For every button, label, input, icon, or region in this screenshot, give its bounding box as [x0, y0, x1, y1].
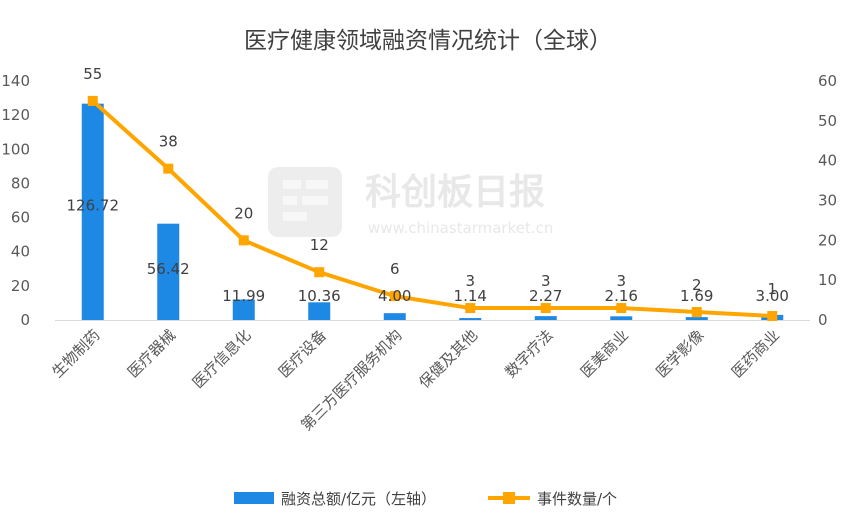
category-label: 保健及其他 [415, 326, 481, 392]
y-left-tick-label: 40 [11, 243, 30, 261]
bar-value-label: 2.16 [605, 287, 638, 305]
bar-value-label: 2.27 [529, 287, 562, 305]
line-value-label: 12 [310, 236, 329, 254]
bar [534, 316, 557, 320]
bar-value-label: 1.69 [680, 287, 713, 305]
line-marker [465, 303, 476, 314]
y-right-tick-label: 30 [818, 192, 837, 210]
y-right-tick-label: 40 [818, 152, 837, 170]
category-label: 数字疗法 [501, 326, 556, 381]
bar [157, 223, 180, 320]
y-left-tick-label: 20 [11, 277, 30, 295]
line-value-label: 55 [83, 65, 102, 83]
line-series [87, 95, 778, 322]
y-right-tick-label: 0 [818, 311, 828, 329]
watermark-text: 科创板日报 [365, 172, 545, 213]
bar-value-label: 126.72 [67, 196, 120, 214]
chart-title: 医疗健康领域融资情况统计（全球） [244, 28, 612, 54]
bar [308, 302, 331, 320]
y-left-tick-label: 100 [1, 140, 30, 158]
line-marker [238, 235, 249, 246]
watermark: 科创板日报 www.chinastarmarket.cn [268, 167, 553, 237]
line-value-label: 6 [390, 260, 400, 278]
line-marker [163, 163, 174, 174]
y-right-tick-label: 50 [818, 112, 837, 130]
category-label: 生物制药 [48, 326, 103, 381]
y-right-tick-label: 60 [818, 72, 837, 90]
bar [459, 318, 482, 320]
line-marker [87, 95, 98, 106]
bar-value-label: 11.99 [222, 287, 265, 305]
bar-value-label: 1.14 [454, 287, 487, 305]
bar-value-label: 56.42 [147, 260, 190, 278]
line-marker [616, 303, 627, 314]
category-label: 医学影像 [652, 326, 707, 381]
bar [383, 313, 406, 320]
line-value-label: 3 [616, 272, 626, 290]
y-left-tick-label: 0 [20, 311, 30, 329]
legend: 融资总额/亿元（左轴） 事件数量/个 [234, 490, 617, 508]
line-labels: 55 38 20 12 6 3 3 3 2 1 [83, 65, 777, 298]
line-marker [540, 303, 551, 314]
category-label: 医疗器械 [124, 326, 179, 381]
line-value-label: 2 [692, 276, 702, 294]
legend-line-label: 事件数量/个 [537, 490, 617, 508]
line-value-label: 1 [767, 280, 777, 298]
watermark-url: www.chinastarmarket.cn [368, 219, 553, 237]
bar [232, 299, 255, 320]
bar [610, 316, 633, 320]
bar [81, 103, 104, 320]
y-right-tick-label: 10 [818, 271, 837, 289]
right-axis: 0 10 20 30 40 50 60 [818, 72, 837, 329]
y-left-tick-label: 140 [1, 72, 30, 90]
y-left-tick-label: 80 [11, 174, 30, 192]
bar-value-label: 3.00 [756, 287, 789, 305]
line-value-label: 20 [234, 204, 253, 222]
line-value-label: 38 [159, 133, 178, 151]
y-right-tick-label: 20 [818, 231, 837, 249]
category-label: 医美商业 [577, 326, 632, 381]
category-label: 医药商业 [728, 326, 783, 381]
left-axis: 0 20 40 60 80 100 120 140 [1, 72, 30, 329]
legend-line-marker [503, 492, 515, 504]
bar-value-label: 10.36 [298, 287, 341, 305]
bar [685, 317, 708, 320]
line-marker [767, 311, 778, 322]
category-label: 医疗信息化 [189, 326, 255, 392]
bar-value-label: 4.00 [378, 287, 411, 305]
category-labels: 生物制药 医疗器械 医疗信息化 医疗设备第三方医疗服务机构 保健及其他 数字疗法 医美商业医… [48, 326, 783, 434]
category-label: 医疗设备 [275, 326, 330, 381]
legend-bar-swatch [234, 492, 274, 504]
line-value-label: 3 [541, 272, 551, 290]
line-marker [691, 307, 702, 318]
legend-bar-label: 融资总额/亿元（左轴） [281, 490, 436, 508]
line-value-label: 3 [465, 272, 475, 290]
y-left-tick-label: 120 [1, 106, 30, 124]
y-left-tick-label: 60 [11, 209, 30, 227]
line-marker [314, 267, 325, 278]
line-path [91, 99, 773, 319]
bar-labels: 126.72 56.42 11.99 10.36 4.00 1.14 2.27 2.16 1.6… [67, 196, 789, 305]
line-marker [389, 291, 400, 302]
